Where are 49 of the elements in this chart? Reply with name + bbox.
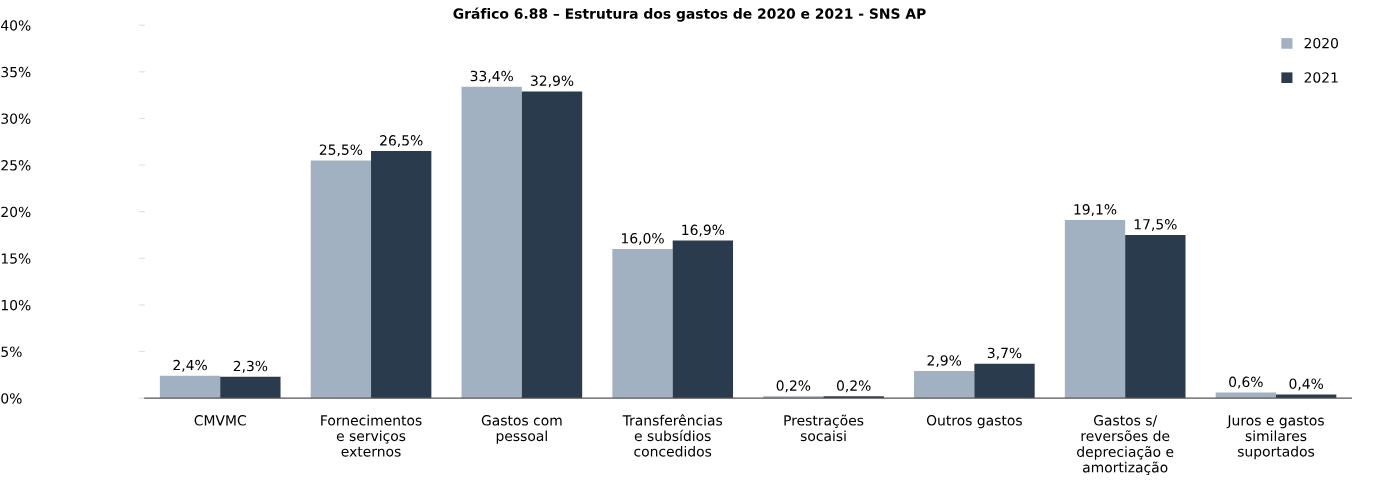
y-tick-label: 5% [1, 346, 22, 358]
chart-title: Gráfico 6.88 – Estrutura dos gastos de 2020 e 2021 - SNS AP [453, 7, 926, 22]
bar [1125, 234, 1186, 399]
y-tick-label: 35% [1, 66, 31, 78]
bar [672, 240, 734, 399]
bar [159, 375, 221, 399]
y-tick-label: 20% [1, 206, 31, 218]
legend-label: 2020 [1304, 37, 1338, 49]
data-label: 33,4% [470, 70, 513, 83]
data-label: 16,9% [682, 224, 725, 237]
x-tick-label: Outros gastos [926, 415, 1022, 429]
data-label: 0,2% [836, 380, 871, 393]
data-label: 16,0% [621, 233, 664, 245]
bar [914, 371, 975, 399]
data-label: 32,9% [531, 75, 574, 88]
x-tick-label: CMVMC [194, 415, 246, 426]
data-label: 2,3% [233, 360, 268, 373]
data-label: 2,4% [173, 359, 207, 372]
x-tick-label: Gastos com pessoal [481, 415, 562, 444]
x-tick-label: Prestrações socaisi [784, 414, 864, 442]
data-label: 0,6% [1229, 376, 1263, 389]
y-tick-label: 40% [1, 20, 31, 31]
bar [974, 363, 1035, 399]
x-tick-label: Fornecimentos e serviços externos [321, 414, 422, 457]
data-label: 2,9% [927, 355, 962, 368]
bar [461, 86, 522, 399]
y-tick-label: 10% [1, 299, 31, 311]
data-label: 0,4% [1289, 378, 1324, 391]
y-tick-label: 15% [1, 253, 31, 264]
bar [371, 151, 432, 399]
y-tick-label: 25% [1, 160, 31, 171]
legend-label: 2021 [1304, 72, 1338, 83]
y-tick-label: 0% [1, 393, 22, 404]
data-label: 25,5% [319, 144, 363, 157]
bar [310, 160, 372, 399]
bar [1276, 394, 1337, 399]
y-tick-label: 30% [1, 113, 31, 124]
bar [612, 248, 673, 399]
data-label: 0,2% [776, 380, 811, 393]
bar [1064, 220, 1126, 399]
x-tick-label: Gastos s/ reversões de depreciação e amortização [1077, 415, 1174, 476]
bar [220, 376, 281, 399]
data-label: 17,5% [1134, 219, 1177, 231]
x-tick-label: Transferências e subsídios concedidos [622, 414, 723, 457]
data-label: 26,5% [380, 135, 423, 148]
data-label: 19,1% [1074, 204, 1117, 217]
data-label: 3,7% [987, 347, 1022, 360]
bar [521, 91, 583, 399]
x-tick-label: Juros e gastos similares suportados [1226, 415, 1324, 460]
